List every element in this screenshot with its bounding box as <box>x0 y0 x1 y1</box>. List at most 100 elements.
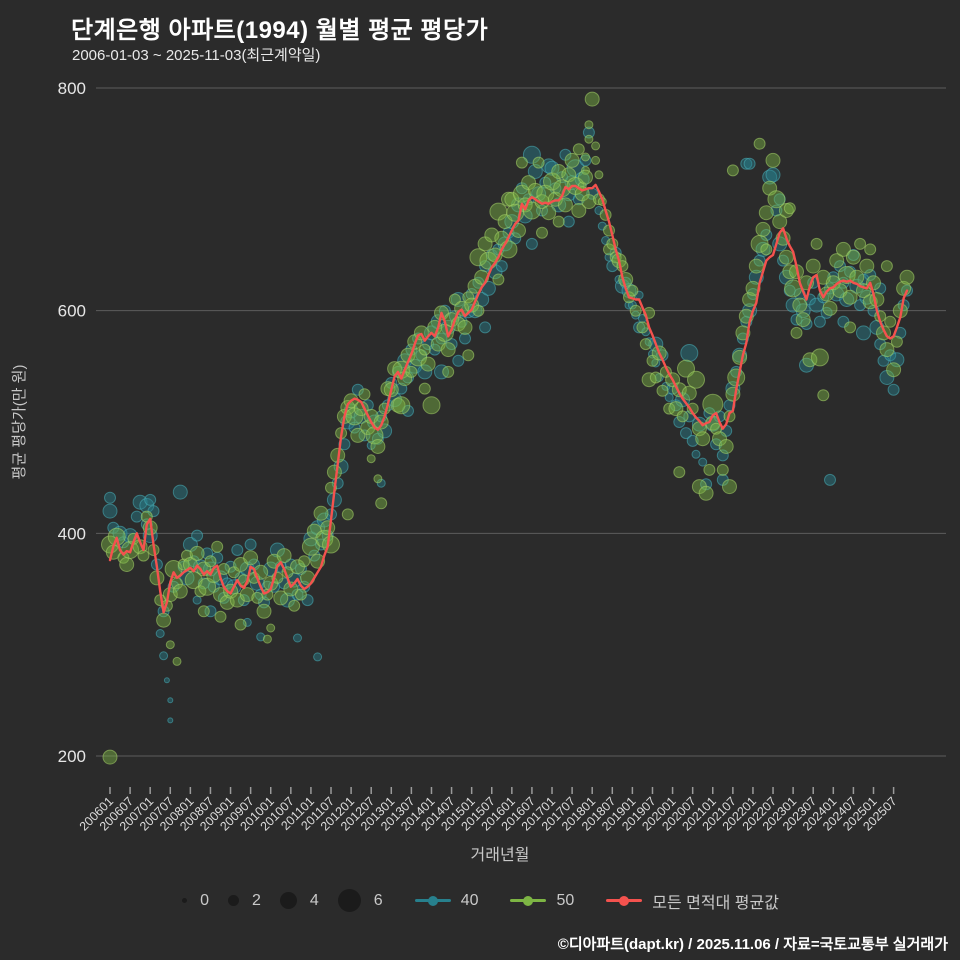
legend-series-50[interactable]: 50 <box>510 892 574 910</box>
bubble-50 <box>805 258 821 274</box>
bubble-40 <box>452 354 465 367</box>
bubble-50 <box>676 410 689 423</box>
bubble-40 <box>192 595 202 605</box>
bubble-50 <box>370 439 386 454</box>
legend-series-swatch <box>510 895 547 906</box>
bubble-50 <box>591 141 601 151</box>
bubble-40 <box>813 315 826 328</box>
bubble-50 <box>578 169 593 185</box>
bubble-50 <box>695 431 711 447</box>
bubble-50 <box>594 170 604 180</box>
bubble-50 <box>137 549 150 562</box>
bubble-50 <box>472 304 485 317</box>
bubble-50 <box>165 640 175 650</box>
bubble-50 <box>440 342 456 358</box>
bubble-50 <box>571 203 587 218</box>
legend-series-label: 50 <box>556 891 575 909</box>
bubble-50 <box>442 365 455 378</box>
chart-title: 단계은행 아파트(1994) 월별 평균 평당가 <box>71 17 489 44</box>
bubble-50 <box>283 581 299 597</box>
bubble-50 <box>758 205 774 221</box>
bubble-50 <box>266 623 276 633</box>
bubble-50 <box>673 466 686 479</box>
bubble-50 <box>527 182 543 198</box>
bubble-50 <box>726 164 739 177</box>
bubble-40 <box>303 531 319 547</box>
bubble-50 <box>792 297 808 313</box>
bubble-40 <box>680 427 692 440</box>
bubble-40 <box>450 292 466 307</box>
bubble-50 <box>837 266 856 284</box>
bubble-50 <box>172 583 188 599</box>
bubble-50 <box>581 194 597 210</box>
bubble-50 <box>584 134 594 144</box>
bubble-40 <box>562 215 575 228</box>
bubble-50 <box>119 557 135 572</box>
bubble-40 <box>864 269 877 281</box>
bubble-40 <box>698 457 708 467</box>
bubble-50 <box>687 370 705 389</box>
bubble-40 <box>777 254 790 267</box>
bubble-50 <box>810 348 829 367</box>
bubble-40 <box>673 416 686 428</box>
bubble-40 <box>740 157 753 170</box>
bubble-50 <box>722 479 737 495</box>
bubble-50 <box>890 335 903 348</box>
bubble-40 <box>417 364 433 380</box>
legend-series-swatch <box>414 895 451 906</box>
y-axis-title: 평균 평당가(만 원) <box>11 365 28 480</box>
bubble-50 <box>702 393 724 415</box>
bubble-50 <box>880 260 893 273</box>
bubble-50 <box>748 258 764 274</box>
y-axis-labels: 200 400 600 800 <box>58 79 86 766</box>
legend-size-circle <box>278 891 298 910</box>
legend-dot-icon <box>619 895 630 906</box>
bubble-50 <box>649 371 662 384</box>
bubble-50 <box>373 474 383 484</box>
chart-subtitle: 2006-01-03 ~ 2025-11-03(최근계약일) <box>72 47 321 64</box>
legend-series-swatch <box>606 895 643 906</box>
credit-footer: ©디아파트(dapt.kr) / 2025.11.06 / 자료=국토교통부 실… <box>557 936 948 953</box>
bubble-50 <box>172 656 182 666</box>
bubble-50 <box>584 120 594 130</box>
bubble-50 <box>350 427 366 443</box>
bubble-50 <box>313 505 329 521</box>
legend-series-모든 면적대 평균값[interactable]: 모든 면적대 평균값 <box>606 889 779 913</box>
bubble-50 <box>256 603 272 619</box>
bubble-40 <box>242 617 252 627</box>
bubble-50 <box>532 156 545 169</box>
bubble-50 <box>234 618 247 631</box>
bubble-40 <box>680 344 699 362</box>
bubble-50 <box>753 137 766 150</box>
legend-size-label: 2 <box>251 891 261 909</box>
y-tick-label: 400 <box>58 524 86 543</box>
legend-size-item: 4 <box>278 891 319 910</box>
bubble-50 <box>294 588 307 601</box>
bubble-50 <box>859 258 875 274</box>
legend-size-item: 2 <box>226 891 261 910</box>
bubble-50 <box>273 590 289 606</box>
bubble-50 <box>778 249 794 265</box>
bubble-50 <box>767 190 786 209</box>
bubble-40 <box>204 605 217 618</box>
legend-series-40[interactable]: 40 <box>414 892 478 910</box>
bubble-40 <box>155 629 165 638</box>
bubble-50 <box>716 463 729 476</box>
bubble-50 <box>629 304 642 317</box>
bubble-50 <box>492 273 505 286</box>
bubble-50 <box>884 315 897 328</box>
legend-size-item: 0 <box>181 892 209 910</box>
bubble-40 <box>130 510 143 523</box>
bubble-50 <box>276 548 292 564</box>
bubble-50 <box>656 384 669 397</box>
bubble-50 <box>197 605 210 618</box>
bubble-40 <box>743 157 756 170</box>
y-tick-label: 600 <box>58 302 86 321</box>
bubble-50 <box>725 386 741 402</box>
bubble-50 <box>358 388 371 401</box>
bubble-50 <box>418 343 431 356</box>
bubble-50 <box>552 215 565 228</box>
bubble-50 <box>765 152 781 168</box>
bubble-50 <box>390 397 406 413</box>
legend-size-label: 4 <box>309 891 319 909</box>
